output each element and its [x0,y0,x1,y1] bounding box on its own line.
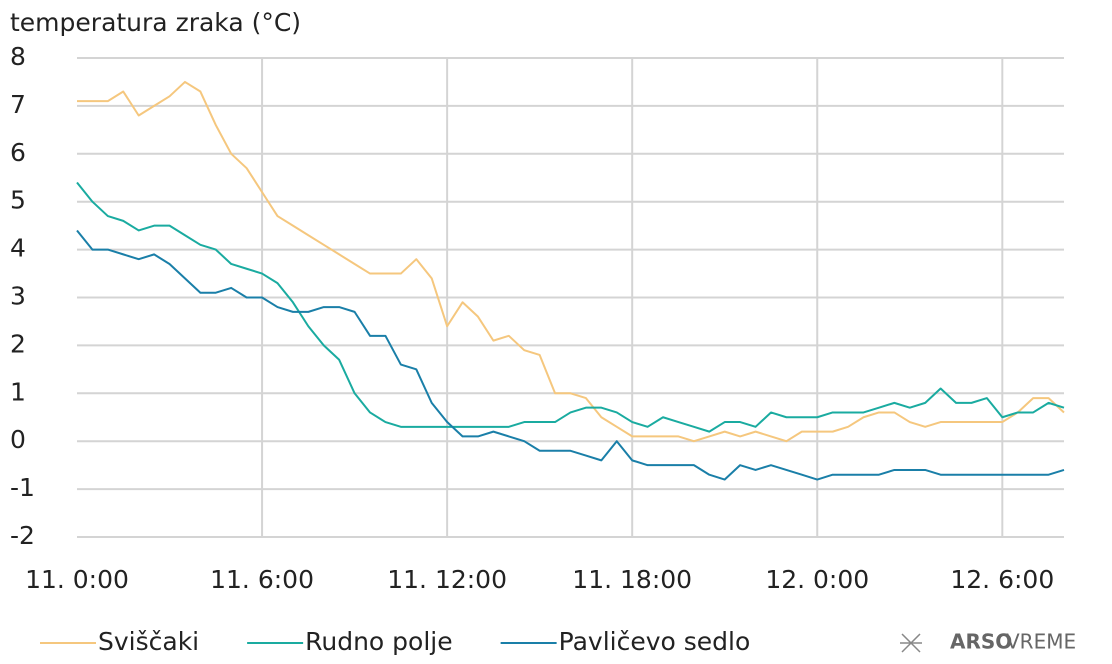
y-tick-label: -2 [10,521,35,550]
brand-light: VREME [1006,630,1076,654]
x-tick-label: 11. 6:00 [210,565,314,594]
series-line [76,181,1065,433]
x-tick-label: 12. 6:00 [950,565,1054,594]
y-tick-label: 4 [10,234,26,263]
y-tick-label: 3 [10,282,26,311]
y-tick-label: 2 [10,329,26,358]
brand-strong: ARSO [950,630,1012,654]
brand-icon [900,633,922,653]
series-line [77,80,1065,443]
series-line [76,229,1065,481]
y-tick-label: -1 [10,473,35,502]
y-tick-label: 1 [10,377,26,406]
legend-label: Rudno polje [305,627,453,656]
x-tick-label: 11. 0:00 [25,565,129,594]
y-axis-label: temperatura zraka (°C) [10,8,301,37]
x-tick-label: 12. 0:00 [765,565,869,594]
y-tick-label: 7 [10,90,26,119]
y-tick-label: 6 [10,138,26,167]
legend-label: Pavličevo sedlo [559,627,751,656]
y-tick-label: 5 [10,186,26,215]
y-tick-label: 0 [10,425,26,454]
legend-label: Sviščaki [98,627,199,656]
x-tick-label: 11. 18:00 [572,565,692,594]
y-tick-label: 8 [10,42,26,71]
x-tick-label: 11. 12:00 [387,565,507,594]
